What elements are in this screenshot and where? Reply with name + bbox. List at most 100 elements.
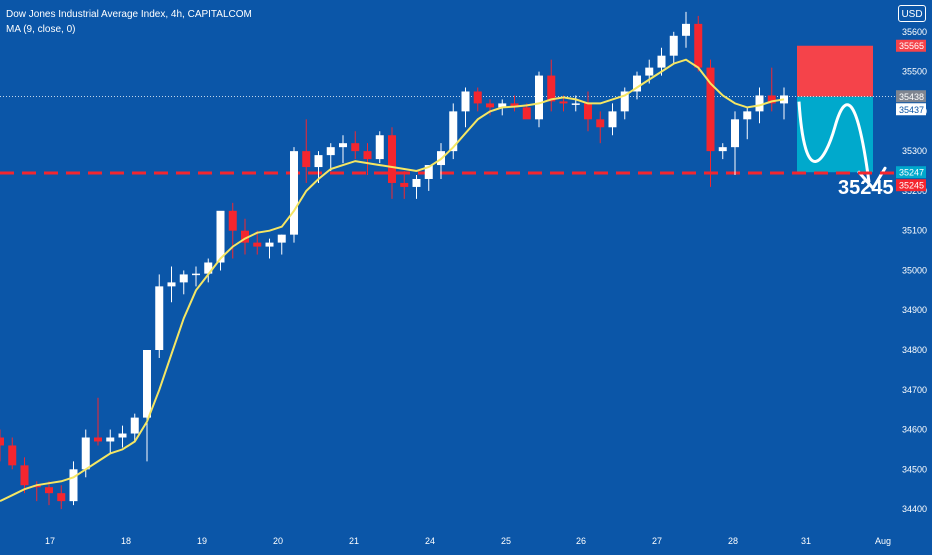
ma-indicator-label: MA (9, close, 0) xyxy=(6,24,76,35)
candle-body xyxy=(547,75,556,102)
candle-body xyxy=(633,75,641,92)
time-tick-label: 26 xyxy=(576,536,586,546)
price-badge xyxy=(896,90,926,103)
time-tick-label: 25 xyxy=(501,536,511,546)
price-badge-label: 35247 xyxy=(899,168,924,178)
candle-body xyxy=(290,151,298,235)
candle-body xyxy=(167,282,176,287)
candle-body xyxy=(106,437,115,442)
candle-body xyxy=(192,273,200,276)
candle-body xyxy=(461,91,470,112)
candle-body xyxy=(179,274,188,283)
candle-body xyxy=(20,465,29,486)
ma-line xyxy=(0,58,785,503)
price-tick-label: 34800 xyxy=(902,345,927,355)
time-tick-label: 21 xyxy=(349,536,359,546)
price-badge-label: 35437 xyxy=(899,105,924,115)
currency-button[interactable]: USD xyxy=(898,5,926,22)
candle-body xyxy=(204,262,213,274)
candle-body xyxy=(228,210,237,231)
candle-body xyxy=(0,437,4,446)
candle-body xyxy=(375,135,384,160)
time-tick-label: 28 xyxy=(728,536,738,546)
candle-body xyxy=(130,417,139,434)
candle-body xyxy=(412,178,421,187)
price-badge xyxy=(896,166,926,179)
candle-body xyxy=(253,242,262,247)
candle-body xyxy=(559,101,568,104)
candle-body xyxy=(351,143,360,152)
candle-body xyxy=(449,111,458,152)
candle-body xyxy=(718,147,727,152)
projection-arrowhead xyxy=(857,166,887,191)
candle-body xyxy=(400,182,409,187)
candle-body xyxy=(682,23,690,36)
candle-body xyxy=(486,103,494,108)
price-tick-label: 34400 xyxy=(902,504,927,514)
symbol-title: Dow Jones Industrial Average Index, 4h, … xyxy=(6,9,252,20)
candle-body xyxy=(143,350,151,418)
candle-body xyxy=(755,95,764,112)
candle-body xyxy=(265,242,274,247)
time-tick-label: 20 xyxy=(273,536,283,546)
candle-body xyxy=(731,119,739,148)
price-tick-label: 35100 xyxy=(902,226,927,236)
time-tick-label: 19 xyxy=(197,536,207,546)
price-tick-label: 34600 xyxy=(902,425,927,435)
candle-body xyxy=(473,91,482,104)
candle-body xyxy=(8,445,17,466)
candle-body xyxy=(339,143,347,148)
candle-body xyxy=(326,147,335,156)
candle-body xyxy=(743,111,752,120)
candle-body xyxy=(596,119,605,128)
candle-body xyxy=(608,111,617,128)
time-tick-label: 17 xyxy=(45,536,55,546)
time-tick-label: 27 xyxy=(652,536,662,546)
price-tick-label: 35500 xyxy=(902,67,927,77)
candle-body xyxy=(535,75,543,120)
price-tick-label: 34900 xyxy=(902,305,927,315)
price-tick-label: 35000 xyxy=(902,265,927,275)
price-badge-label: 35565 xyxy=(899,41,924,51)
candle-body xyxy=(216,210,225,263)
candle-body xyxy=(571,103,580,105)
candle-body xyxy=(620,91,629,112)
price-badge xyxy=(896,39,926,52)
plot-area: 35245 xyxy=(0,11,895,510)
time-tick-label: Aug xyxy=(875,536,891,546)
time-tick-label: 31 xyxy=(801,536,811,546)
price-axis: 34400 34500 34600 34700 34800 34900 35000 35100… xyxy=(896,27,927,514)
time-tick-label: 18 xyxy=(121,536,131,546)
candle-body xyxy=(522,107,531,120)
time-axis: 17 18 19 20 21 24 25 26 27 28 31 Aug xyxy=(45,536,891,546)
candle-body xyxy=(314,155,323,168)
candle-body xyxy=(498,103,507,108)
candle-body xyxy=(94,437,102,442)
target-price-label: 35245 xyxy=(838,177,894,199)
price-badge xyxy=(896,179,926,192)
candle-body xyxy=(155,286,164,350)
price-badge xyxy=(896,103,926,116)
candle-body xyxy=(45,487,53,494)
candle-body xyxy=(241,230,249,243)
chart-legend: Dow Jones Industrial Average Index, 4h, … xyxy=(6,7,252,37)
candle-body xyxy=(69,469,78,502)
candle-body xyxy=(510,103,519,108)
price-badge-label: 35245 xyxy=(899,181,924,191)
price-tick-label: 34700 xyxy=(902,385,927,395)
time-tick-label: 24 xyxy=(425,536,435,546)
candle-body xyxy=(277,234,286,243)
price-tick-label: 35600 xyxy=(902,27,927,37)
projection-wave xyxy=(797,101,871,183)
candle-body xyxy=(706,67,715,152)
candle-body xyxy=(645,67,654,76)
candle-body xyxy=(118,433,127,438)
candle-body xyxy=(584,103,592,120)
candle-body xyxy=(424,165,433,179)
price-tick-label: 35300 xyxy=(902,146,927,156)
candle-body xyxy=(388,135,396,183)
candle-body xyxy=(81,437,90,470)
candle-body xyxy=(694,23,703,68)
